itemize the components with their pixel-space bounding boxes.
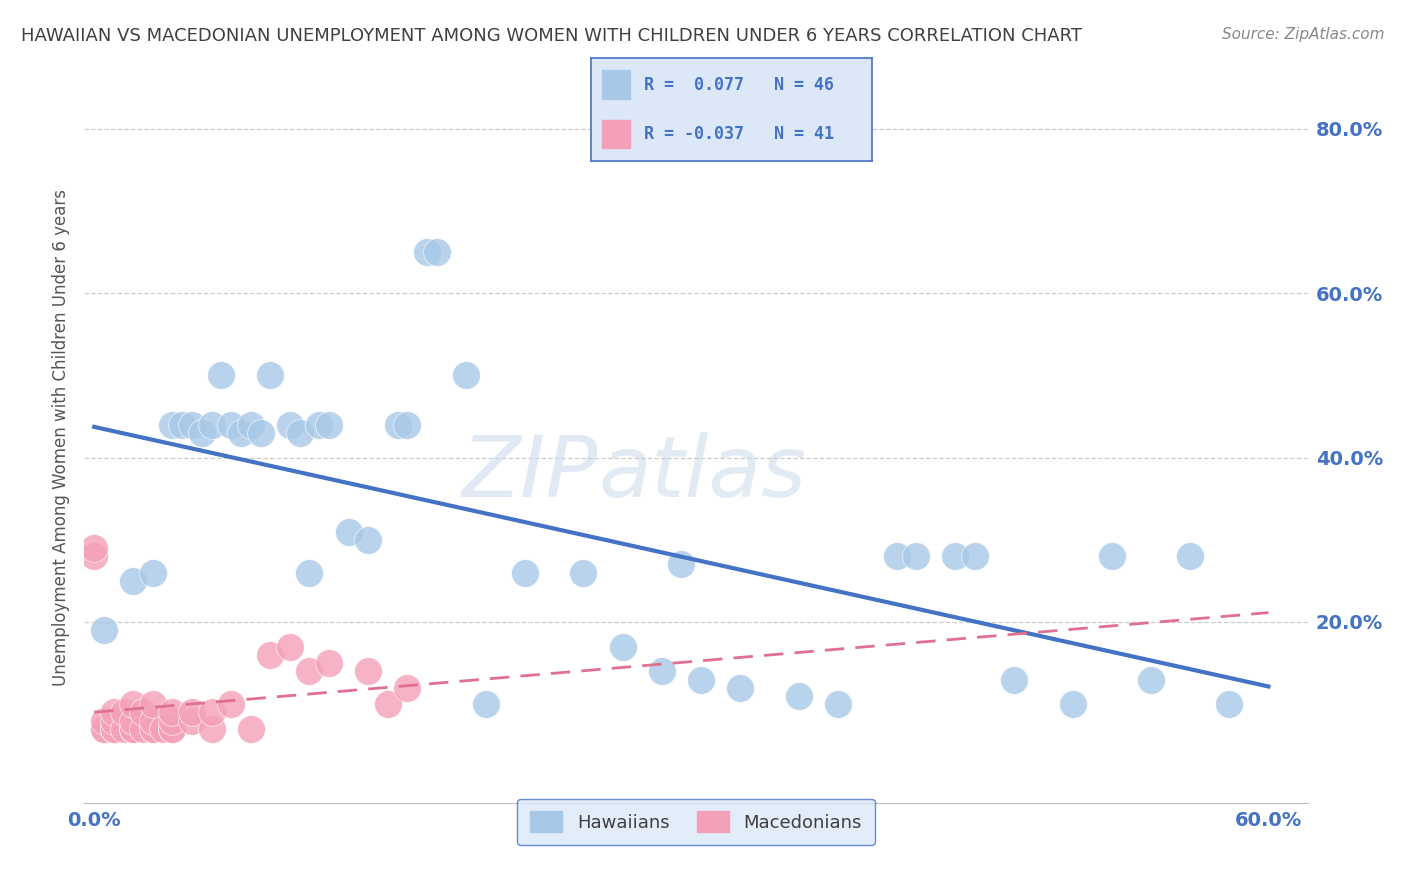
Point: [827, 697, 849, 711]
Point: [1140, 673, 1163, 687]
Text: ZIP: ZIP: [461, 432, 598, 516]
Point: [112, 722, 135, 736]
Point: [318, 417, 340, 432]
Y-axis label: Unemployment Among Women with Children Under 6 years: Unemployment Among Women with Children U…: [52, 188, 70, 686]
Point: [112, 706, 135, 720]
Point: [963, 549, 986, 564]
Point: [93, 722, 115, 736]
Point: [474, 697, 496, 711]
Point: [943, 549, 966, 564]
Point: [288, 425, 311, 440]
Text: R = -0.037   N = 41: R = -0.037 N = 41: [644, 125, 834, 143]
Point: [377, 697, 399, 711]
Point: [200, 722, 222, 736]
Point: [905, 549, 928, 564]
Point: [162, 417, 184, 432]
Point: [122, 714, 145, 728]
Point: [1178, 549, 1201, 564]
Point: [200, 417, 222, 432]
Point: [886, 549, 908, 564]
Point: [122, 722, 145, 736]
Point: [396, 417, 419, 432]
Point: [83, 541, 105, 555]
Point: [181, 714, 204, 728]
Point: [787, 689, 810, 703]
Point: [103, 722, 125, 736]
Point: [572, 566, 595, 580]
Point: [387, 417, 409, 432]
Point: [239, 417, 262, 432]
Point: [229, 425, 252, 440]
Point: [651, 665, 673, 679]
Point: [162, 714, 184, 728]
Bar: [602, 120, 630, 148]
Point: [122, 574, 145, 588]
Point: [239, 722, 262, 736]
Point: [612, 640, 634, 654]
Point: [191, 425, 214, 440]
Point: [142, 566, 165, 580]
Point: [93, 714, 115, 728]
Point: [426, 245, 449, 260]
Point: [278, 417, 301, 432]
Point: [122, 722, 145, 736]
Text: atlas: atlas: [598, 432, 806, 516]
Point: [298, 566, 321, 580]
Point: [337, 524, 360, 539]
Point: [103, 706, 125, 720]
Text: Source: ZipAtlas.com: Source: ZipAtlas.com: [1222, 27, 1385, 42]
Point: [142, 722, 165, 736]
Point: [689, 673, 711, 687]
Point: [219, 697, 242, 711]
Legend: Hawaiians, Macedonians: Hawaiians, Macedonians: [517, 799, 875, 845]
Point: [513, 566, 536, 580]
Point: [357, 533, 380, 547]
Point: [259, 648, 281, 662]
Point: [142, 697, 165, 711]
Point: [671, 558, 693, 572]
Point: [278, 640, 301, 654]
Point: [142, 714, 165, 728]
Point: [249, 425, 271, 440]
Point: [142, 722, 165, 736]
Point: [454, 368, 477, 383]
Point: [1218, 697, 1240, 711]
Point: [103, 722, 125, 736]
Point: [318, 656, 340, 670]
Point: [162, 706, 184, 720]
Text: HAWAIIAN VS MACEDONIAN UNEMPLOYMENT AMONG WOMEN WITH CHILDREN UNDER 6 YEARS CORR: HAWAIIAN VS MACEDONIAN UNEMPLOYMENT AMON…: [21, 27, 1083, 45]
Point: [93, 624, 115, 638]
Point: [162, 722, 184, 736]
Point: [396, 681, 419, 695]
Point: [132, 706, 155, 720]
Point: [103, 714, 125, 728]
Point: [83, 549, 105, 564]
Point: [1062, 697, 1084, 711]
Point: [308, 417, 330, 432]
Point: [728, 681, 751, 695]
Point: [162, 722, 184, 736]
Point: [93, 722, 115, 736]
Point: [103, 722, 125, 736]
Point: [122, 722, 145, 736]
Point: [219, 417, 242, 432]
Point: [172, 417, 194, 432]
Point: [1101, 549, 1123, 564]
Point: [298, 665, 321, 679]
Point: [200, 706, 222, 720]
Point: [122, 697, 145, 711]
Point: [132, 722, 155, 736]
Point: [181, 706, 204, 720]
Point: [152, 722, 174, 736]
Bar: [602, 70, 630, 99]
Point: [259, 368, 281, 383]
Text: R =  0.077   N = 46: R = 0.077 N = 46: [644, 76, 834, 94]
Point: [209, 368, 232, 383]
Point: [416, 245, 439, 260]
Point: [1002, 673, 1025, 687]
Point: [357, 665, 380, 679]
Point: [181, 417, 204, 432]
